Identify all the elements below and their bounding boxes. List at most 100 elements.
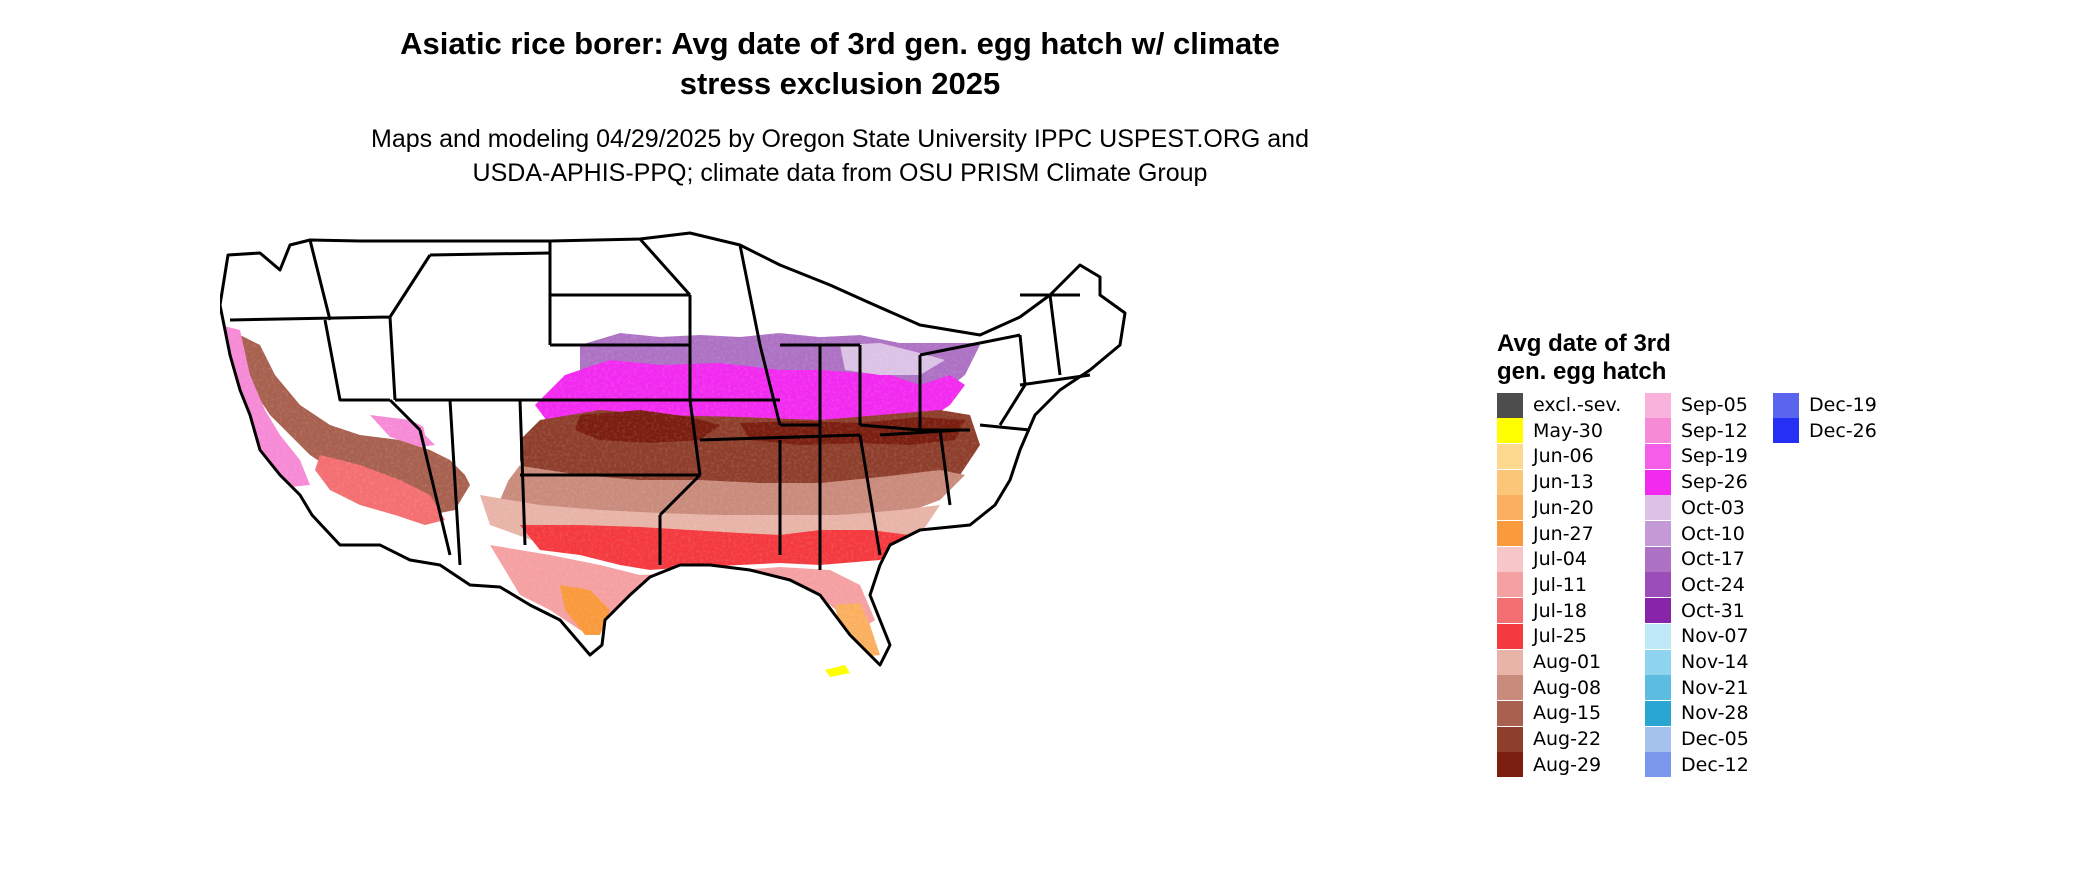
legend-item: Jul-25 (1497, 623, 1587, 649)
legend-title-line-2: gen. egg hatch (1497, 358, 1667, 385)
map-title-line-2: stress exclusion 2025 (679, 66, 1001, 101)
state-lines-plains (520, 238, 702, 565)
legend-swatch (1645, 598, 1671, 624)
legend-label: Dec-12 (1681, 753, 1749, 776)
legend-swatch (1645, 521, 1671, 546)
legend-label: Dec-19 (1809, 394, 1877, 416)
legend-swatch (1497, 726, 1523, 752)
legend-swatch (1497, 521, 1523, 546)
legend-swatch (1645, 623, 1671, 649)
map-subtitle-line-2: USDA-APHIS-PPQ; climate data from OSU PR… (472, 159, 1208, 187)
legend-item: Sep-19 (1645, 443, 1748, 469)
legend-swatch (1497, 598, 1523, 624)
legend-item: Dec-19 (1773, 392, 1877, 418)
legend-title: Avg date of 3rd gen. egg hatch (1497, 330, 1671, 386)
legend-label: Jul-11 (1533, 573, 1587, 596)
legend-label: Nov-21 (1681, 676, 1749, 699)
state-lines-west (229, 239, 551, 566)
legend-label: Dec-05 (1681, 728, 1749, 751)
legend-swatch (1497, 546, 1523, 572)
legend-label: Nov-07 (1681, 625, 1749, 648)
map-subtitle: Maps and modeling 04/29/2025 by Oregon S… (260, 122, 1420, 190)
map-title: Asiatic rice borer: Avg date of 3rd gen.… (260, 24, 1420, 104)
legend-label: Jun-27 (1533, 522, 1594, 545)
legend-swatch (1645, 546, 1671, 572)
legend-item: Jul-04 (1497, 546, 1587, 572)
legend-item: Aug-08 (1497, 675, 1602, 701)
legend-label: Oct-17 (1681, 548, 1745, 571)
legend-label: Sep-12 (1681, 419, 1748, 442)
legend-item: Jul-18 (1497, 598, 1587, 624)
legend-swatch (1645, 418, 1671, 444)
legend-swatch (1497, 572, 1523, 598)
legend-item: Nov-07 (1645, 623, 1749, 649)
legend-label: Nov-28 (1681, 702, 1749, 725)
legend-swatch (1773, 392, 1799, 418)
legend-label: Jul-25 (1533, 625, 1587, 648)
white-excluded-four-corners (420, 405, 520, 485)
legend-item: Oct-24 (1645, 572, 1745, 598)
legend-item: Aug-29 (1497, 752, 1602, 778)
legend-label: Aug-29 (1533, 753, 1602, 776)
legend-label: Aug-01 (1533, 651, 1602, 673)
legend-swatch (1645, 675, 1671, 701)
legend-swatch (1497, 469, 1523, 495)
legend-item: Jun-13 (1497, 469, 1594, 495)
legend-swatch (1497, 700, 1523, 726)
legend-label: Aug-22 (1533, 728, 1602, 751)
legend-swatch (1773, 418, 1799, 444)
legend-swatch (1497, 495, 1523, 521)
legend-item: Dec-26 (1773, 418, 1877, 444)
map-title-line-1: Asiatic rice borer: Avg date of 3rd gen.… (400, 26, 1280, 61)
legend-label: May-30 (1533, 419, 1603, 442)
legend-label: Jun-06 (1533, 445, 1594, 468)
legend-label: Nov-14 (1681, 651, 1749, 673)
legend-label: Sep-19 (1681, 445, 1748, 468)
legend-label: Sep-26 (1681, 471, 1748, 494)
legend-item: Jun-27 (1497, 521, 1594, 546)
legend-item: Nov-28 (1645, 700, 1749, 726)
legend-item: Dec-05 (1645, 726, 1749, 752)
legend-label: Dec-26 (1809, 419, 1877, 442)
legend-label: Jun-20 (1533, 496, 1594, 519)
legend-swatch (1645, 469, 1671, 495)
legend-item: Sep-12 (1645, 418, 1748, 444)
legend-item: Nov-21 (1645, 675, 1749, 701)
legend-swatch (1645, 752, 1671, 778)
state-lines-south (699, 428, 970, 570)
white-excluded-great-basin (300, 315, 435, 420)
legend-swatch (1645, 495, 1671, 521)
legend-swatch (1497, 675, 1523, 701)
legend-title-line-1: Avg date of 3rd (1497, 330, 1671, 357)
legend-label: excl.-sev. (1533, 394, 1622, 416)
legend-item: Oct-03 (1645, 495, 1745, 521)
legend-label: Oct-10 (1681, 522, 1745, 545)
legend-swatch (1645, 443, 1671, 469)
legend-swatch (1645, 726, 1671, 752)
legend-swatch (1645, 572, 1671, 598)
legend-item: Oct-31 (1645, 598, 1745, 624)
legend-label: Oct-03 (1681, 496, 1745, 519)
legend-swatch (1645, 649, 1671, 675)
legend-label: Oct-31 (1681, 599, 1745, 622)
legend-item: Aug-01 (1497, 649, 1602, 675)
state-lines-midwest (690, 244, 981, 440)
legend-item: excl.-sev. (1497, 392, 1622, 418)
legend-label: Aug-15 (1533, 702, 1602, 725)
legend-item: Sep-05 (1645, 392, 1748, 418)
state-lines-northeast (979, 293, 1091, 432)
legend-label: Jul-18 (1533, 599, 1587, 622)
legend-item: May-30 (1497, 418, 1603, 444)
legend-label: Aug-08 (1533, 676, 1602, 699)
map-subtitle-line-1: Maps and modeling 04/29/2025 by Oregon S… (371, 125, 1309, 153)
legend-swatch (1645, 392, 1671, 418)
us-map (220, 231, 1127, 677)
legend-label: Jun-13 (1533, 471, 1594, 494)
legend-item: Sep-26 (1645, 469, 1748, 495)
legend-item: Aug-22 (1497, 726, 1602, 752)
legend-item: Dec-12 (1645, 752, 1749, 778)
legend-swatch (1497, 418, 1523, 444)
legend-label: Jul-04 (1533, 548, 1587, 571)
legend-item: Jun-06 (1497, 443, 1594, 469)
legend-swatch (1497, 443, 1523, 469)
